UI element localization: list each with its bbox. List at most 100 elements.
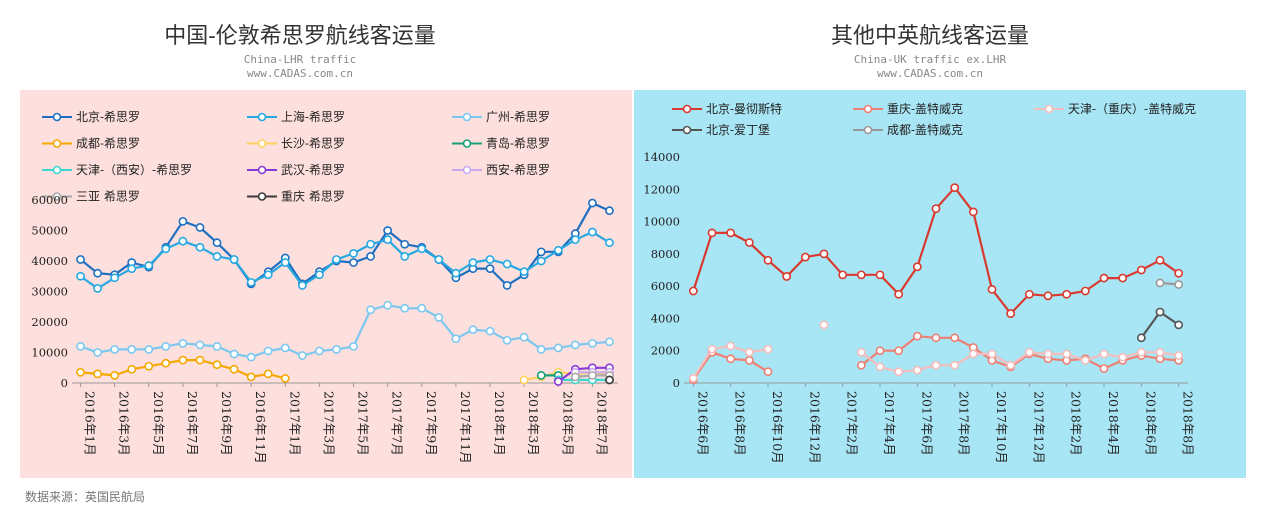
legend-item[interactable]: 西安-希思罗 <box>452 162 550 177</box>
data-point <box>726 228 736 238</box>
legend-item[interactable]: 成都-盖特威克 <box>853 122 963 137</box>
data-point <box>195 242 205 252</box>
x-tick-label: 2016年3月 <box>117 391 132 456</box>
data-point <box>856 347 866 357</box>
data-point <box>519 332 529 342</box>
data-point <box>1174 268 1184 278</box>
data-point <box>212 238 222 248</box>
data-point <box>1043 349 1053 359</box>
legend-label: 北京-希思罗 <box>76 109 140 124</box>
legend-label: 成都-盖特威克 <box>887 122 963 137</box>
data-point <box>229 349 239 359</box>
data-point <box>1099 364 1109 373</box>
data-point <box>1155 307 1165 317</box>
legend-swatch-marker <box>257 139 267 148</box>
data-point <box>819 320 829 330</box>
data-point <box>1043 291 1053 301</box>
data-point <box>707 228 717 238</box>
data-point <box>178 236 188 246</box>
legend-item[interactable]: 北京-曼彻斯特 <box>672 101 782 116</box>
y-tick-label: 40000 <box>31 254 68 268</box>
y-tick-label: 30000 <box>31 285 68 299</box>
legend-swatch-marker <box>52 139 62 148</box>
series-group <box>688 331 1184 385</box>
legend-item[interactable]: 三亚 希思罗 <box>42 189 140 204</box>
data-point <box>383 235 393 245</box>
legend-item[interactable]: 青岛-希思罗 <box>452 136 550 151</box>
x-tick-label: 2016年9月 <box>219 391 234 456</box>
data-point <box>1080 286 1090 296</box>
data-point <box>212 341 222 351</box>
data-point <box>263 346 273 356</box>
data-point <box>1174 351 1184 360</box>
data-point <box>931 204 941 214</box>
legend-label: 成都-希思罗 <box>76 136 140 151</box>
x-tick-label: 2016年12月 <box>807 391 822 464</box>
data-point <box>93 369 102 379</box>
legend-item[interactable]: 北京-希思罗 <box>42 109 140 124</box>
data-point <box>1155 347 1165 357</box>
data-point <box>246 277 256 287</box>
data-point <box>144 345 154 354</box>
legend-item[interactable]: 成都-希思罗 <box>42 136 140 151</box>
data-point <box>76 255 85 264</box>
data-point <box>195 223 205 232</box>
data-point <box>263 369 273 379</box>
y-tick-label: 12000 <box>643 182 680 196</box>
x-tick-label: 2016年10月 <box>770 391 785 464</box>
data-point <box>987 349 997 359</box>
data-point <box>744 238 754 247</box>
data-point <box>894 346 904 356</box>
data-point <box>451 268 461 278</box>
data-point <box>912 262 922 272</box>
legend-item[interactable]: 天津-（西安）-希思罗 <box>42 162 192 177</box>
data-point <box>1118 352 1128 362</box>
series-group <box>688 183 1184 318</box>
series-line <box>557 366 610 383</box>
data-point <box>763 255 773 265</box>
data-point <box>931 360 941 370</box>
legend-item[interactable]: 重庆-盖特威克 <box>853 101 963 116</box>
data-point <box>688 286 698 296</box>
legend-item[interactable]: 上海-希思罗 <box>247 109 345 124</box>
legend-item[interactable]: 天津-（重庆）-盖特威克 <box>1034 101 1196 116</box>
data-point <box>1136 265 1146 275</box>
data-point <box>553 343 563 353</box>
data-point <box>366 305 375 315</box>
series-line <box>80 304 610 359</box>
legend-item[interactable]: 长沙-希思罗 <box>247 136 345 151</box>
data-point <box>688 373 698 383</box>
legend-label: 三亚 希思罗 <box>76 189 140 204</box>
legend-item[interactable]: 北京-爱丁堡 <box>672 122 770 137</box>
x-tick-label: 2017年9月 <box>424 391 439 456</box>
data-point <box>536 370 546 380</box>
data-point <box>485 255 495 264</box>
left-chart-title: 中国-伦敦希思罗航线客运量 <box>164 24 436 49</box>
data-point <box>570 235 580 245</box>
data-point <box>297 351 307 360</box>
data-point <box>519 375 529 385</box>
data-point <box>838 270 848 280</box>
data-point <box>605 238 614 248</box>
legend-swatch-marker <box>257 192 267 201</box>
data-point <box>726 341 736 351</box>
data-point <box>434 255 444 264</box>
data-point <box>332 345 341 354</box>
legend-swatch-marker <box>52 165 62 175</box>
data-point <box>588 370 597 380</box>
legend-item[interactable]: 广州-希思罗 <box>452 109 550 124</box>
data-point <box>366 239 375 249</box>
series-group <box>688 320 1184 383</box>
data-point <box>1006 360 1016 370</box>
x-tick-label: 2018年8月 <box>1181 391 1196 456</box>
legend-item[interactable]: 武汉-希思罗 <box>247 162 345 177</box>
series-group <box>76 300 614 362</box>
legend-swatch-marker <box>462 165 472 175</box>
legend-item[interactable]: 重庆 希思罗 <box>247 189 345 204</box>
data-point <box>1024 289 1034 299</box>
data-point <box>178 338 188 348</box>
legend-label: 上海-希思罗 <box>281 109 345 124</box>
data-point <box>127 364 137 374</box>
data-point <box>875 346 885 356</box>
